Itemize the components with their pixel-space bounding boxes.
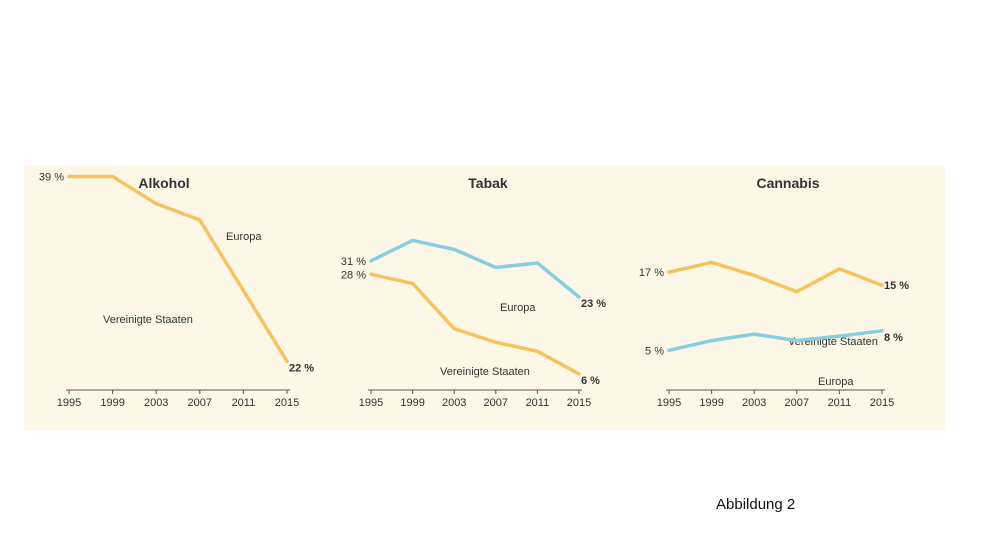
x-tick-label-alkohol: 2003 — [144, 397, 168, 409]
chart-title-cannabis: Cannabis — [756, 175, 819, 191]
end-value-label-alkohol-vereinigte-staaten: 22 % — [289, 362, 314, 374]
start-value-label-alkohol-vereinigte-staaten: 39 % — [39, 172, 64, 184]
chart-title-tabak: Tabak — [468, 175, 508, 191]
x-tick-label-alkohol: 2007 — [188, 397, 212, 409]
x-tick-label-cannabis: 1999 — [699, 397, 723, 409]
x-tick-label-tabak: 2003 — [442, 397, 466, 409]
series-line-cannabis-europa — [667, 329, 884, 353]
x-tick-label-tabak: 2007 — [484, 397, 508, 409]
x-tick-label-cannabis: 2015 — [870, 397, 894, 409]
x-tick-label-tabak: 2015 — [567, 397, 591, 409]
start-value-label-cannabis-vereinigte-staaten: 17 % — [639, 267, 664, 279]
x-tick-label-alkohol: 1995 — [57, 397, 81, 409]
series-line-alkohol-vereinigte-staaten — [67, 174, 289, 364]
end-value-label-tabak-vereinigte-staaten: 6 % — [581, 375, 600, 387]
x-tick-label-alkohol: 2011 — [232, 397, 256, 409]
start-value-label-cannabis-europa: 5 % — [645, 345, 664, 357]
chart-panel: Alkohol19951999200320072011201557 %49 %E… — [24, 165, 945, 430]
series-line-tabak-vereinigte-staaten — [369, 272, 581, 376]
series-name-label-tabak-europa: Europa — [500, 302, 536, 314]
charts-figure: Alkohol19951999200320072011201557 %49 %E… — [39, 172, 909, 409]
end-value-label-tabak-europa: 23 % — [581, 298, 606, 310]
x-tick-label-tabak: 2011 — [526, 397, 550, 409]
start-value-label-tabak-vereinigte-staaten: 28 % — [341, 269, 366, 281]
series-line-tabak-europa — [369, 238, 581, 299]
x-tick-label-tabak: 1999 — [400, 397, 424, 409]
start-value-label-tabak-europa: 31 % — [341, 256, 366, 268]
x-tick-label-cannabis: 2007 — [785, 397, 809, 409]
x-tick-label-cannabis: 2011 — [828, 397, 852, 409]
x-tick-label-alkohol: 1999 — [100, 397, 124, 409]
end-value-label-cannabis-vereinigte-staaten: 15 % — [884, 280, 909, 292]
x-tick-label-tabak: 1995 — [359, 397, 383, 409]
x-tick-label-cannabis: 2003 — [742, 397, 766, 409]
series-name-label-alkohol-vereinigte-staaten: Vereinigte Staaten — [103, 314, 193, 326]
x-tick-label-cannabis: 1995 — [657, 397, 681, 409]
series-name-label-tabak-vereinigte-staaten: Vereinigte Staaten — [440, 366, 530, 378]
series-name-label-alkohol-europa: Europa — [226, 231, 262, 243]
series-line-cannabis-vereinigte-staaten — [667, 260, 884, 294]
x-tick-label-alkohol: 2015 — [275, 397, 299, 409]
end-value-label-cannabis-europa: 8 % — [884, 332, 903, 344]
chart-title-alkohol: Alkohol — [138, 175, 189, 191]
figure-caption: Abbildung 2 — [716, 496, 796, 513]
series-name-label-cannabis-europa: Europa — [818, 376, 854, 388]
